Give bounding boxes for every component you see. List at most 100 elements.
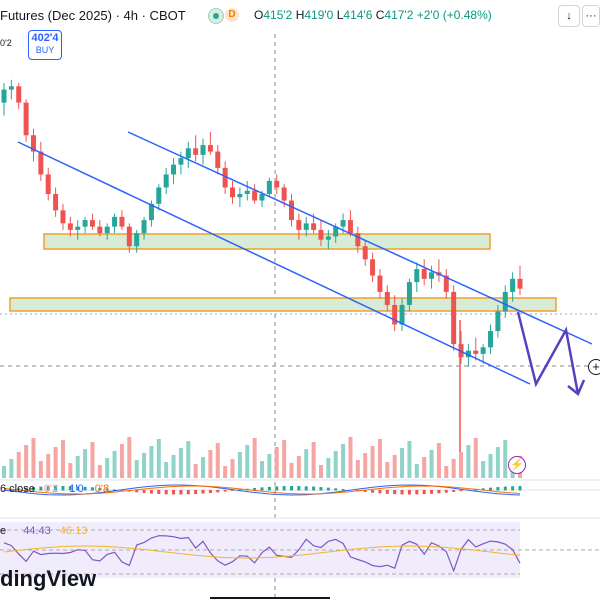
macd-histogram-bar [407,490,411,495]
add-plus-icon[interactable]: + [588,359,600,375]
candle-body [325,236,331,240]
volume-bar [267,454,272,478]
volume-bar [75,456,80,478]
volume-bar [355,460,360,478]
volume-bar [260,461,264,478]
volume-bar [436,443,441,478]
buy-button[interactable]: 402'4 BUY [28,30,62,60]
volume-bar [466,445,471,478]
candle-body [193,148,199,155]
candle-body [16,86,22,103]
volume-bar [215,443,220,478]
candle-body [384,291,390,305]
macd-histogram-bar [289,486,293,491]
candle-body [163,174,169,188]
macd-histogram-bar [223,490,227,492]
macd-histogram-bar [481,488,485,491]
rsi-ma-line [3,545,521,559]
candle-body [362,246,368,260]
volume-bar [311,442,316,478]
macd-histogram-bar [326,487,330,491]
macd-histogram-bar [378,490,382,494]
macd-histogram-bar [393,490,397,495]
macd-histogram-bar [24,487,28,491]
volume-bar [459,452,464,478]
macd-histogram-bar [518,486,522,491]
candle-body [266,180,272,194]
macd-value-1: 0'2 [43,483,59,495]
candle-body [443,275,449,292]
macd-histogram-bar [31,487,35,491]
volume-bar [341,444,346,478]
candle-body [303,223,309,230]
volume-bar [274,447,279,478]
macd-histogram-bar [17,488,21,491]
macd-histogram-bar [334,488,338,491]
macd-histogram-bar [9,489,13,491]
macd-histogram-bar [371,490,375,493]
volume-bar [97,465,102,478]
candle-body [230,187,236,198]
close-label: C [375,8,385,22]
macd-histogram-bar [54,486,58,491]
macd-histogram-bar [437,490,441,494]
macd-histogram-bar [267,486,271,491]
open-label: O [254,8,264,22]
volume-bar [201,457,206,478]
candle-body [414,269,420,283]
volume-bar [414,464,419,478]
macd-histogram-bar [105,488,109,491]
volume-bar [282,440,287,478]
candle-body [126,226,132,247]
macd-histogram-bar [452,490,456,492]
eye-icon[interactable] [208,8,224,24]
candle-body [392,304,398,325]
volume-bar [444,466,449,478]
macd-histogram-bar [201,490,205,494]
candle-body [259,194,265,201]
macd-histogram-bar [253,488,257,491]
download-button[interactable]: ↓ [558,5,580,27]
projection-path [516,311,580,395]
volume-bar [503,440,508,478]
more-button[interactable]: ··· [582,5,600,27]
candle-body [8,86,14,90]
volume-bar [208,450,213,478]
macd-legend: 6 close 0'2 1'0 0'8 [0,483,109,495]
macd-histogram-bar [489,487,493,491]
macd-label: 6 close [0,483,35,495]
volume-bar [178,448,183,478]
volume-bar [363,453,368,478]
low-value: 414'6 [343,8,373,22]
volume-bar [230,459,235,478]
volume-bar [68,463,73,478]
candle-body [141,220,147,234]
buy-label: BUY [35,45,55,55]
macd-histogram-bar [142,490,146,493]
volume-bar [156,439,161,478]
macd-histogram-bar [496,487,500,491]
macd-histogram-bar [120,490,124,491]
candle-body [215,151,221,168]
open-value: 415'2 [263,8,293,22]
change-value: +2'0 (+0.48%) [416,8,492,22]
candle-body [30,135,36,152]
macd-histogram-bar [172,490,176,495]
candle-body [274,180,280,188]
macd-histogram-bar [39,486,43,491]
candle-body [370,259,376,276]
macd-value-3: 0'8 [94,483,110,495]
low-label: L [336,8,344,22]
volume-bar [186,441,191,478]
volume-bar [245,445,250,478]
d-badge[interactable]: D [225,8,239,22]
high-value: 419'0 [304,8,334,22]
candle-body [281,187,287,201]
macd-histogram-bar [46,486,50,491]
lightning-icon[interactable]: ⚡ [508,456,526,474]
macd-histogram-bar [113,489,117,491]
candle-body [67,223,73,230]
macd-histogram-bar [68,486,72,491]
